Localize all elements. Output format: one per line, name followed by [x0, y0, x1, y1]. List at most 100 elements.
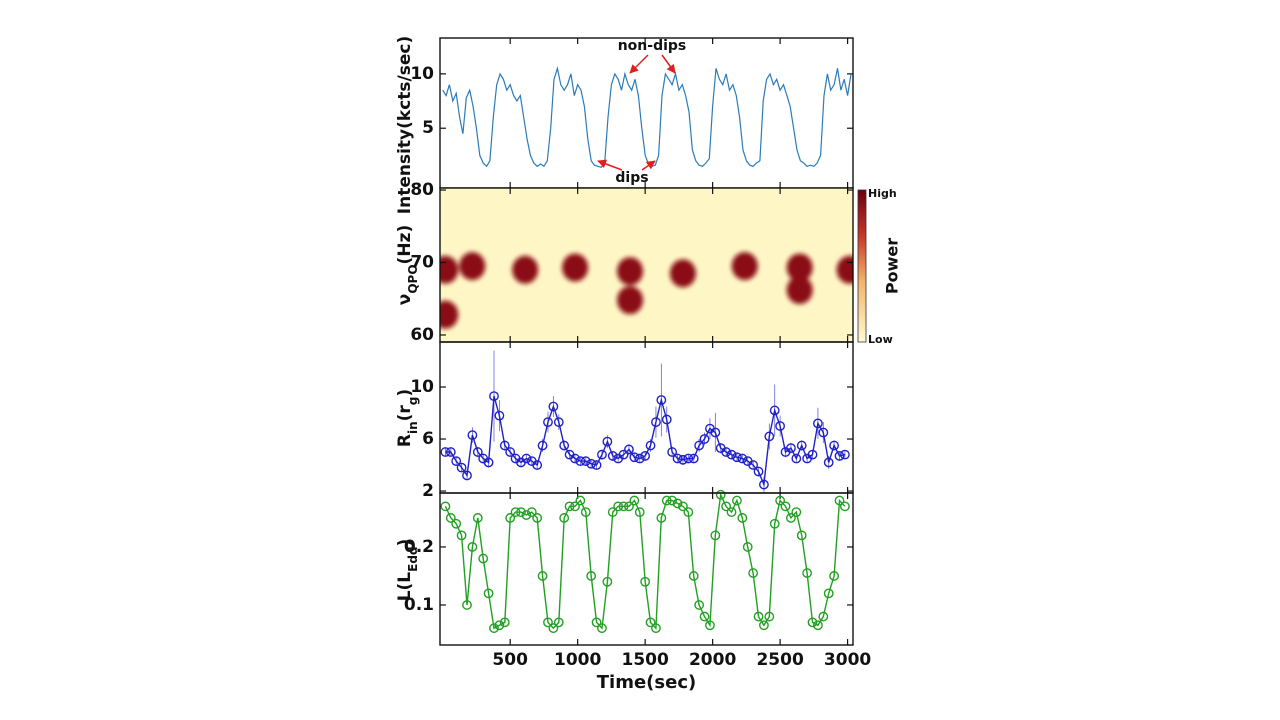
data-point	[678, 501, 688, 512]
colorbar-label: Power	[883, 238, 902, 294]
data-point	[483, 588, 494, 599]
data-point	[521, 453, 532, 464]
data-point	[829, 571, 840, 581]
data-point	[586, 571, 597, 581]
y-axis-label-part: Edd	[406, 546, 420, 571]
x-tick-label: 3000	[824, 650, 871, 670]
data-point	[791, 507, 802, 518]
y-axis-label: νQPO(Hz)	[395, 225, 420, 305]
data-point	[445, 513, 456, 523]
colorbar-low: Low	[868, 333, 893, 346]
data-point	[597, 449, 607, 460]
data-point	[667, 495, 678, 506]
data-point	[796, 530, 807, 541]
data-point	[748, 460, 759, 470]
data-point	[634, 507, 645, 518]
x-tick-label: 2500	[756, 650, 803, 670]
data-point	[737, 513, 748, 523]
data-point	[823, 588, 834, 599]
y-axis-label: Rin(rg)	[395, 389, 420, 447]
data-point	[440, 447, 451, 457]
data-point	[661, 495, 672, 506]
data-point	[445, 447, 456, 457]
data-point	[462, 600, 472, 610]
data-point	[672, 498, 683, 509]
y-tick-label: 5	[422, 118, 434, 138]
data-point	[526, 507, 537, 518]
data-point	[791, 453, 802, 464]
data-point	[553, 417, 564, 428]
data-point	[786, 513, 796, 523]
data-point	[807, 449, 818, 460]
data-point	[564, 501, 575, 512]
y-tick-label: 6	[422, 429, 434, 449]
data-point	[683, 507, 694, 518]
data-point	[456, 530, 467, 541]
data-point	[813, 620, 823, 631]
data-point	[645, 440, 656, 451]
data-point	[807, 617, 818, 628]
data-point	[645, 617, 656, 628]
data-point	[705, 620, 715, 631]
y-axis-label: L(LEdd)	[395, 539, 420, 602]
heatmap-background	[440, 188, 853, 342]
data-point	[656, 513, 667, 523]
data-point	[737, 453, 748, 464]
panel-frame	[439, 492, 854, 646]
y-tick-label: 60	[410, 325, 434, 345]
y-axis-label: Intensity(kcts/sec)	[395, 36, 415, 214]
data-point	[494, 620, 505, 631]
data-point	[694, 600, 705, 610]
data-point	[489, 623, 499, 634]
data-point	[521, 510, 532, 520]
qpo-blob	[562, 253, 589, 282]
y-axis-label-part: ν	[395, 294, 415, 306]
data-point	[715, 489, 726, 500]
data-point	[802, 568, 813, 578]
heatmap-blobs	[440, 252, 853, 329]
arrow	[597, 159, 623, 171]
data-point	[818, 427, 829, 438]
qpo-blob	[617, 257, 644, 286]
data-point	[694, 440, 705, 451]
data-point	[829, 440, 840, 451]
y-axis-label-part: R	[395, 434, 415, 447]
data-point	[678, 454, 688, 465]
data-point	[629, 452, 640, 463]
data-point	[548, 401, 559, 412]
data-point	[472, 513, 483, 523]
data-point	[537, 440, 548, 451]
data-point	[467, 430, 478, 441]
data-point	[721, 447, 732, 457]
data-point	[753, 611, 764, 622]
y-tick-label: 10	[410, 64, 434, 84]
data-point	[537, 571, 548, 581]
data-point	[624, 501, 634, 512]
data-point	[580, 456, 591, 467]
data-point	[618, 449, 629, 460]
panel: 60 70 80 νQPO(Hz)	[395, 180, 854, 345]
data-point	[775, 421, 786, 431]
data-point	[580, 507, 591, 518]
data-point	[532, 513, 543, 523]
panel: 0.1 0.2 500 1000 1500 2000 2500 3000 L(LEdd) Time…	[395, 489, 871, 693]
y-axis-label-part: in	[406, 421, 420, 434]
x-tick-label: 1000	[554, 650, 601, 670]
data-point	[726, 507, 737, 518]
x-tick-label: 500	[492, 650, 528, 670]
data-point	[699, 611, 710, 622]
data-point	[759, 620, 769, 631]
data-point	[834, 495, 845, 506]
annotation: dips	[615, 170, 648, 186]
data-point	[499, 617, 510, 628]
qpo-blob	[459, 252, 486, 281]
data-point	[499, 440, 510, 451]
data-point	[769, 405, 780, 416]
data-point	[753, 466, 764, 477]
y-axis-label-part: QPO	[406, 264, 420, 293]
y-axis-label-part: Intensity(kcts/sec)	[395, 36, 415, 214]
arrow	[641, 160, 656, 171]
data-point	[699, 434, 710, 444]
